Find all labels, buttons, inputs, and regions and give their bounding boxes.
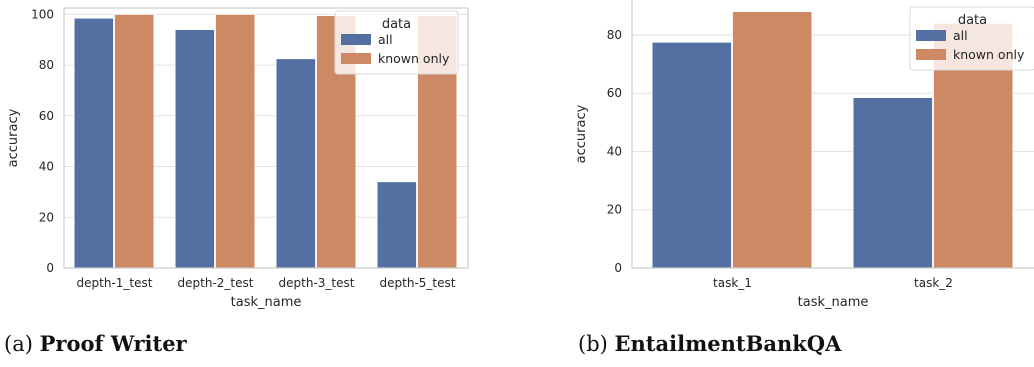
- proofwriter-legend-label-known-only: known only: [378, 51, 450, 66]
- entailmentbank-legend-label-known-only: known only: [953, 47, 1025, 62]
- proofwriter-ytick-label: 60: [39, 109, 54, 123]
- entailmentbank-xtick-label: task_2: [914, 276, 953, 290]
- proofwriter-bar-all: [275, 58, 316, 269]
- proofwriter-ytick-label: 80: [39, 58, 54, 72]
- entailmentbank-ytick-label: 20: [607, 203, 622, 217]
- proofwriter-ytick-label: 0: [46, 261, 54, 275]
- proofwriter-xtick-label: depth-5_test: [380, 276, 456, 290]
- entailmentbank-xtick-label: task_1: [713, 276, 752, 290]
- entailmentbank-legend-swatch-all: [916, 30, 946, 41]
- proofwriter-legend-title: data: [382, 17, 411, 32]
- proofwriter-ytick-label: 100: [31, 7, 54, 21]
- proofwriter-x-axis-label: task_name: [231, 295, 302, 310]
- entailmentbank-ytick-label: 40: [607, 144, 622, 158]
- entailmentbank-bar-all: [651, 41, 732, 269]
- entailmentbank-bar-all: [852, 97, 933, 269]
- entailmentbank-ytick-label: 0: [614, 261, 622, 275]
- proofwriter-bar-all: [73, 17, 114, 269]
- proofwriter-legend-label-all: all: [378, 32, 393, 47]
- proofwriter-ytick-label: 40: [39, 160, 54, 174]
- entailmentbank-ytick-label: 80: [607, 28, 622, 42]
- proofwriter-xtick-label: depth-1_test: [77, 276, 153, 290]
- proofwriter-y-axis-label: accuracy: [6, 108, 21, 167]
- entailmentbank-y-axis-label: accuracy: [574, 104, 589, 163]
- proofwriter-bar-known-only: [114, 13, 155, 269]
- proofwriter-xtick-label: depth-2_test: [178, 276, 254, 290]
- caption-a: (a) Proof Writer: [4, 331, 187, 356]
- proofwriter-xtick-label: depth-3_test: [279, 276, 355, 290]
- proofwriter-ytick-label: 20: [39, 210, 54, 224]
- entailmentbank-legend-title: data: [958, 13, 987, 28]
- entailmentbank-legend-label-all: all: [953, 28, 968, 43]
- proofwriter-bar-all: [376, 181, 417, 269]
- caption-a-title: Proof Writer: [39, 331, 187, 356]
- entailmentbank-bar-known-only: [732, 11, 813, 269]
- proofwriter-bar-all: [174, 29, 215, 269]
- caption-b-label: (b): [578, 332, 608, 356]
- caption-b: (b) EntailmentBankQA: [578, 331, 841, 356]
- entailmentbank-legend-swatch-known-only: [916, 49, 946, 60]
- entailmentbank-ytick-label: 60: [607, 86, 622, 100]
- proofwriter-legend-swatch-known-only: [341, 53, 371, 64]
- proofwriter-bar-known-only: [215, 13, 256, 269]
- entailmentbank-x-axis-label: task_name: [798, 295, 869, 310]
- proofwriter-legend-swatch-all: [341, 34, 371, 45]
- caption-b-title: EntailmentBankQA: [614, 331, 842, 356]
- caption-a-label: (a): [4, 332, 33, 356]
